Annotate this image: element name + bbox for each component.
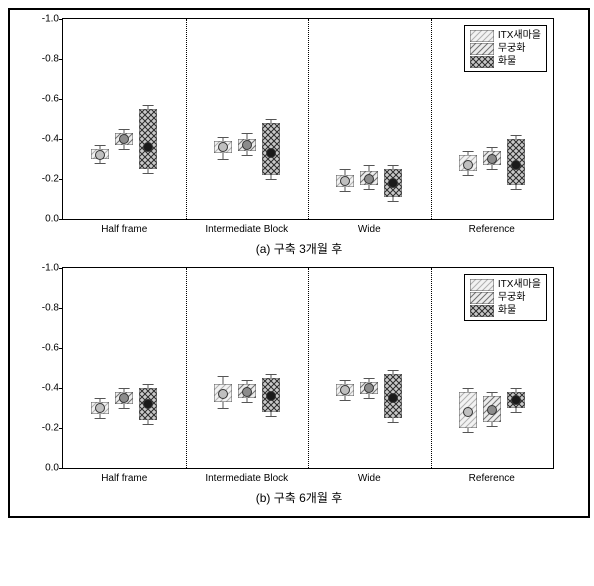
legend-swatch [470,279,494,291]
mean-marker [218,142,228,152]
mean-marker [95,403,105,413]
legend-swatch [470,292,494,304]
mean-marker [242,140,252,150]
mean-marker [218,389,228,399]
legend-label: 무궁화 [498,42,526,55]
mean-marker [119,134,129,144]
mean-marker [143,399,153,409]
mean-marker [119,393,129,403]
legend-item: 화물 [470,304,541,317]
grid-line [308,19,309,219]
legend-swatch [470,56,494,68]
mean-marker [487,405,497,415]
ytick-label: -0.4 [33,134,59,145]
ytick-label: -0.6 [33,343,59,354]
xtick-label: Intermediate Block [205,473,288,484]
legend-label: ITX새마을 [498,29,541,42]
xtick-label: Intermediate Block [205,224,288,235]
legend-swatch [470,305,494,317]
mean-marker [463,407,473,417]
legend-item: ITX새마을 [470,29,541,42]
ytick-label: 0.0 [33,463,59,474]
xtick-label: Reference [469,224,515,235]
grid-line [431,19,432,219]
legend: ITX새마을무궁화화물 [464,25,547,72]
ytick-label: -1.0 [33,263,59,274]
ytick-label: -0.2 [33,174,59,185]
mean-marker [364,383,374,393]
grid-line [186,19,187,219]
mean-marker [95,150,105,160]
ytick-label: 0.0 [33,214,59,225]
mean-marker [463,160,473,170]
legend-label: 화물 [498,55,516,68]
ytick-label: -0.8 [33,54,59,65]
mean-marker [364,174,374,184]
legend-label: ITX새마을 [498,278,541,291]
legend-item: 무궁화 [470,291,541,304]
mean-marker [487,154,497,164]
mean-marker [242,387,252,397]
caption-b: (b) 구축 6개월 후 [20,489,578,506]
xtick-label: Reference [469,473,515,484]
xtick-label: Wide [358,224,381,235]
panel-b: Displacement(mm) 0.0-0.2-0.4-0.6-0.8-1.0… [20,267,578,506]
mean-marker [511,160,521,170]
mean-marker [340,385,350,395]
mean-marker [388,178,398,188]
legend-swatch [470,43,494,55]
legend-item: 무궁화 [470,42,541,55]
mean-marker [340,176,350,186]
ytick-label: -1.0 [33,14,59,25]
legend-swatch [470,30,494,42]
ytick-label: -0.8 [33,303,59,314]
legend-label: 무궁화 [498,291,526,304]
caption-a: (a) 구축 3개월 후 [20,240,578,257]
mean-marker [266,148,276,158]
plot-a: 0.0-0.2-0.4-0.6-0.8-1.0Half frameInterme… [62,18,554,220]
legend-item: ITX새마을 [470,278,541,291]
ytick-label: -0.4 [33,383,59,394]
plot-b: 0.0-0.2-0.4-0.6-0.8-1.0Half frameInterme… [62,267,554,469]
grid-line [308,268,309,468]
grid-line [186,268,187,468]
figure-container: Displacement(mm) 0.0-0.2-0.4-0.6-0.8-1.0… [8,8,590,518]
box [139,109,157,169]
mean-marker [511,395,521,405]
ytick-label: -0.6 [33,94,59,105]
xtick-label: Half frame [101,473,147,484]
panel-a: Displacement(mm) 0.0-0.2-0.4-0.6-0.8-1.0… [20,18,578,257]
legend-label: 화물 [498,304,516,317]
mean-marker [143,142,153,152]
legend-item: 화물 [470,55,541,68]
xtick-label: Wide [358,473,381,484]
legend: ITX새마을무궁화화물 [464,274,547,321]
grid-line [431,268,432,468]
mean-marker [388,393,398,403]
mean-marker [266,391,276,401]
xtick-label: Half frame [101,224,147,235]
ytick-label: -0.2 [33,423,59,434]
